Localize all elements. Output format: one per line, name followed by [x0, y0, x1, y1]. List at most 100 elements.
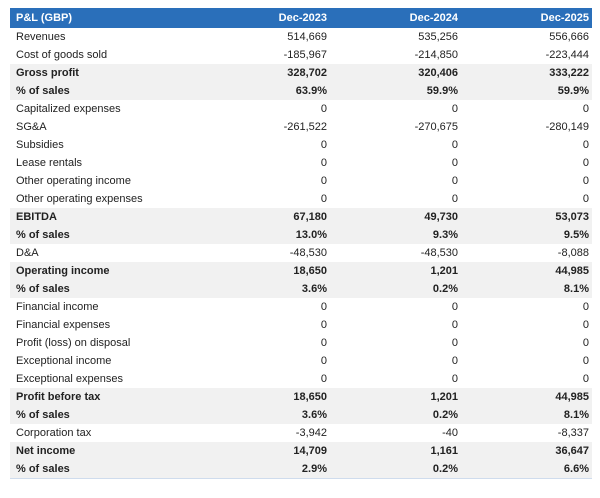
table-row: Profit (loss) on disposal 0 0 0: [10, 334, 592, 352]
table-row: Exceptional income 0 0 0: [10, 352, 592, 370]
table-row: Corporation tax -3,942 -40 -8,337: [10, 424, 592, 442]
value-cell: 0: [320, 373, 327, 385]
row-label: % of sales: [10, 82, 198, 100]
value-cell: 1,201: [330, 262, 461, 280]
value-cell: 18,650: [198, 388, 330, 406]
row-label: Exceptional expenses: [16, 373, 124, 385]
table-row: % of sales 3.6% 0.2% 8.1%: [10, 406, 592, 424]
table-row: Profit before tax 18,650 1,201 44,985: [10, 388, 592, 406]
table-row: Exceptional expenses 0 0 0: [10, 370, 592, 388]
value-cell: 0: [320, 175, 327, 187]
table-row: Cost of goods sold -185,967 -214,850 -223,4…: [10, 46, 592, 64]
value-cell: 0: [582, 103, 589, 115]
row-label: Exceptional income: [16, 355, 112, 367]
value-cell: 1,201: [330, 388, 461, 406]
value-cell: 328,702: [198, 64, 330, 82]
row-label: Gross profit: [10, 64, 198, 82]
value-cell: 0: [320, 319, 327, 331]
row-label: Net income: [10, 442, 198, 460]
table-row: Lease rentals 0 0 0: [10, 154, 592, 172]
value-cell: 59.9%: [461, 82, 592, 100]
value-cell: 36,647: [461, 442, 592, 460]
value-cell: 0: [320, 337, 327, 349]
row-label: Capitalized expenses: [16, 103, 121, 115]
value-cell: 8.1%: [461, 406, 592, 424]
value-cell: 0.2%: [330, 406, 461, 424]
row-label: Financial income: [16, 301, 99, 313]
value-cell: -8,337: [557, 427, 589, 439]
table-row: Net income 14,709 1,161 36,647: [10, 442, 592, 460]
row-label: % of sales: [10, 280, 198, 298]
value-cell: 67,180: [198, 208, 330, 226]
value-cell: 59.9%: [330, 82, 461, 100]
row-label: Other operating expenses: [16, 193, 143, 205]
table-row: Financial expenses 0 0 0: [10, 316, 592, 334]
value-cell: 53,073: [461, 208, 592, 226]
value-cell: 14,709: [198, 442, 330, 460]
value-cell: -280,149: [545, 121, 589, 133]
row-label: % of sales: [10, 226, 198, 244]
value-cell: 44,985: [461, 388, 592, 406]
header-cell: P&L (GBP): [10, 8, 198, 28]
value-cell: -214,850: [414, 49, 458, 61]
table-row: % of sales 2.9% 0.2% 6.6%: [10, 460, 592, 479]
value-cell: 0: [451, 355, 458, 367]
table-row: % of sales 63.9% 59.9% 59.9%: [10, 82, 592, 100]
value-cell: 0: [582, 139, 589, 151]
value-cell: -48,530: [420, 247, 458, 259]
value-cell: 0: [320, 301, 327, 313]
value-cell: 333,222: [461, 64, 592, 82]
table-row: EBITDA 67,180 49,730 53,073: [10, 208, 592, 226]
value-cell: -223,444: [545, 49, 589, 61]
table-row: Other operating income 0 0 0: [10, 172, 592, 190]
row-label: Lease rentals: [16, 157, 83, 169]
pl-table: P&L (GBP) Dec-2023 Dec-2024 Dec-2025 Rev…: [10, 8, 592, 479]
row-label: D&A: [16, 247, 39, 259]
value-cell: -270,675: [414, 121, 458, 133]
value-cell: 9.3%: [330, 226, 461, 244]
value-cell: 535,256: [418, 31, 458, 43]
value-cell: 0: [451, 373, 458, 385]
value-cell: 49,730: [330, 208, 461, 226]
row-label: Financial expenses: [16, 319, 111, 331]
value-cell: 0: [451, 337, 458, 349]
row-label: Cost of goods sold: [16, 49, 108, 61]
value-cell: -40: [442, 427, 458, 439]
table-body: Revenues 514,669 535,256 556,666 Cost of goo…: [10, 28, 592, 479]
value-cell: 1,161: [330, 442, 461, 460]
value-cell: 18,650: [198, 262, 330, 280]
table-row: % of sales 3.6% 0.2% 8.1%: [10, 280, 592, 298]
value-cell: 0: [320, 157, 327, 169]
value-cell: 0: [582, 301, 589, 313]
value-cell: 0: [582, 319, 589, 331]
row-label: Operating income: [10, 262, 198, 280]
value-cell: 8.1%: [461, 280, 592, 298]
value-cell: 0: [451, 103, 458, 115]
row-label: SG&A: [16, 121, 47, 133]
value-cell: 0: [320, 193, 327, 205]
header-row: P&L (GBP) Dec-2023 Dec-2024 Dec-2025: [10, 8, 592, 28]
table-row: % of sales 13.0% 9.3% 9.5%: [10, 226, 592, 244]
header-cell: Dec-2025: [461, 8, 592, 28]
value-cell: 0: [582, 355, 589, 367]
row-label: EBITDA: [10, 208, 198, 226]
value-cell: 3.6%: [198, 280, 330, 298]
value-cell: 0: [451, 175, 458, 187]
value-cell: -261,522: [283, 121, 327, 133]
row-label: Subsidies: [16, 139, 64, 151]
row-label: Profit (loss) on disposal: [16, 337, 131, 349]
value-cell: -3,942: [295, 427, 327, 439]
value-cell: 2.9%: [198, 460, 330, 479]
row-label: Corporation tax: [16, 427, 92, 439]
table-row: D&A -48,530 -48,530 -8,088: [10, 244, 592, 262]
table-row: Capitalized expenses 0 0 0: [10, 100, 592, 118]
row-label: % of sales: [10, 460, 198, 479]
table-row: SG&A -261,522 -270,675 -280,149: [10, 118, 592, 136]
value-cell: -48,530: [289, 247, 327, 259]
table-row: Revenues 514,669 535,256 556,666: [10, 28, 592, 46]
value-cell: 9.5%: [461, 226, 592, 244]
row-label: Revenues: [16, 31, 66, 43]
table-row: Operating income 18,650 1,201 44,985: [10, 262, 592, 280]
value-cell: 6.6%: [461, 460, 592, 479]
